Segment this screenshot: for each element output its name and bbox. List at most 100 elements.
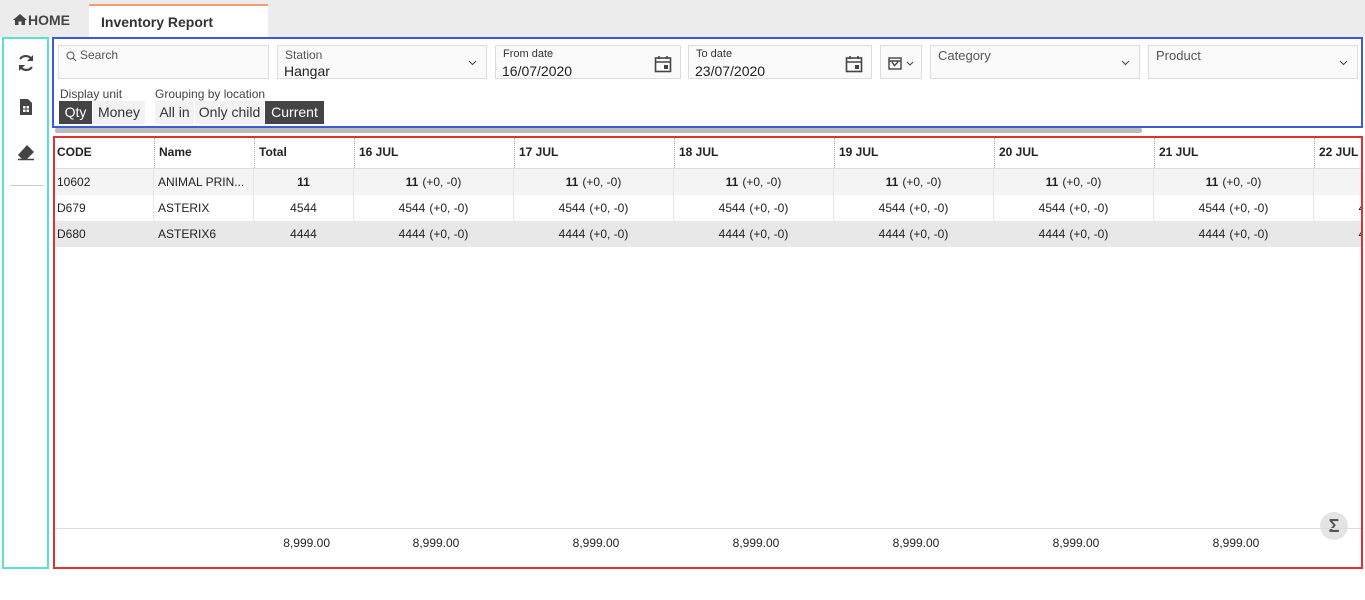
delta: (+0, -0) (582, 175, 622, 189)
field-value: Hangar (284, 63, 330, 79)
footer-day: 8,999.00 (732, 536, 780, 550)
delta: (+0, -0) (1069, 227, 1109, 241)
table-row (55, 195, 1361, 221)
home-tab[interactable]: HOME (12, 12, 70, 28)
delta: (+0, -0) (429, 201, 469, 215)
to-date-field[interactable]: To date 23/07/2020 (688, 45, 872, 79)
qty: 11 (405, 175, 419, 189)
day-cell: 4444(+0, -0) (994, 221, 1154, 247)
qty: 11 (885, 175, 899, 189)
qty: 4544 (558, 201, 586, 215)
footer-day: 8,999.00 (1212, 536, 1260, 550)
field-value: 16/07/2020 (502, 63, 573, 79)
column-header: 19 JUL (834, 138, 994, 168)
column-header: CODE (57, 145, 92, 159)
qty: 4444 (1359, 227, 1361, 241)
name-cell: ANIMAL PRIN... (154, 169, 254, 195)
day-cell: 4544(+0, -0) (1314, 195, 1361, 221)
delta: (+0, -0) (1062, 175, 1102, 189)
footer-day: 8,999.00 (892, 536, 940, 550)
total-cell: 11 (254, 169, 354, 195)
delta: (+0, -0) (422, 175, 462, 189)
field-label: From date (503, 48, 554, 60)
from-date-field[interactable]: From date 16/07/2020 (495, 45, 681, 79)
total-cell: 4444 (254, 221, 354, 247)
day-cell: 4444(+0, -0) (834, 221, 994, 247)
column-header: 16 JUL (354, 138, 514, 168)
day-cell: 4444(+0, -0) (514, 221, 674, 247)
toggle-button[interactable]: Only child (195, 101, 264, 124)
delta: (+0, -0) (1222, 175, 1262, 189)
day-cell: 4544(+0, -0) (834, 195, 994, 221)
sidebar (2, 37, 49, 569)
search-icon (66, 51, 77, 62)
footer-day: 8,999.00 (412, 536, 460, 550)
qty: 11 (1205, 175, 1219, 189)
display-unit-label: Display unit (60, 87, 123, 101)
day-cell: 4544(+0, -0) (1154, 195, 1314, 221)
delta: (+0, -0) (902, 175, 942, 189)
dropdown-arrow (468, 60, 477, 66)
export-button[interactable] (18, 98, 34, 116)
active-tab[interactable]: Inventory Report (89, 4, 268, 37)
delta: (+0, -0) (1229, 227, 1269, 241)
column-header: 18 JUL (674, 138, 834, 168)
delta: (+0, -0) (909, 201, 949, 215)
toggle-button[interactable]: Money (93, 101, 145, 124)
dropdown-arrow (1339, 60, 1348, 66)
toggle-button[interactable]: Current (265, 101, 324, 124)
delta: (+0, -0) (749, 227, 789, 241)
qty: 4444 (558, 227, 586, 241)
day-cell: 4444(+0, -0) (674, 221, 834, 247)
day-cell: 4544(+0, -0) (354, 195, 514, 221)
toggle-button[interactable]: All in (155, 101, 194, 124)
qty: 4444 (878, 227, 906, 241)
sum-button[interactable]: Σ (1320, 512, 1348, 540)
field-label: To date (696, 48, 733, 60)
day-cell: 11(+0, -0) (1154, 169, 1314, 195)
name-cell: ASTERIX6 (154, 221, 254, 247)
table-row (55, 169, 1361, 195)
preset-icon (888, 57, 914, 70)
qty: 4544 (878, 201, 906, 215)
qty: 4544 (1359, 201, 1361, 215)
day-cell: 4444(+0, -0) (354, 221, 514, 247)
column-header: 21 JUL (1154, 138, 1314, 168)
date-preset-button[interactable] (880, 45, 922, 79)
calendar-icon[interactable] (845, 55, 863, 73)
day-cell: 4544(+0, -0) (674, 195, 834, 221)
scrollbar[interactable] (55, 128, 1142, 133)
product-select[interactable]: Product (1148, 45, 1358, 79)
clear-button[interactable] (16, 143, 36, 161)
code-cell: D680 (55, 221, 154, 247)
grouping-label: Grouping by location (155, 87, 266, 101)
field-label: Category (938, 48, 991, 63)
calendar-icon[interactable] (654, 55, 672, 73)
station-select[interactable]: Station Hangar (277, 45, 487, 79)
category-select[interactable]: Category (930, 45, 1140, 79)
delta: (+0, -0) (589, 201, 629, 215)
toggle-button[interactable]: Qty (59, 101, 92, 124)
name-cell: ASTERIX (154, 195, 254, 221)
qty: 4444 (398, 227, 426, 241)
qty: 11 (725, 175, 739, 189)
home-label: HOME (28, 12, 70, 28)
footer-day: 8,999.00 (1052, 536, 1100, 550)
day-cell: 11(+0, -0) (514, 169, 674, 195)
field-value: 23/07/2020 (695, 63, 766, 79)
delta: (+0, -0) (589, 227, 629, 241)
report-table: Σ CODE Name Total 16 JUL 17 JUL 18 JUL 19 JUL 2… (53, 136, 1363, 569)
qty: 4544 (398, 201, 426, 215)
qty: 4544 (1038, 201, 1066, 215)
search-field[interactable]: Search (58, 45, 269, 79)
delta: (+0, -0) (1069, 201, 1109, 215)
refresh-button[interactable] (16, 53, 36, 73)
dropdown-arrow (1121, 60, 1130, 66)
tab-label: Inventory Report (101, 14, 214, 30)
qty: 4444 (1198, 227, 1226, 241)
footer-border (55, 528, 1361, 529)
field-label: Product (1156, 48, 1201, 63)
filter-panel (52, 37, 1363, 128)
delta: (+0, -0) (1229, 201, 1269, 215)
